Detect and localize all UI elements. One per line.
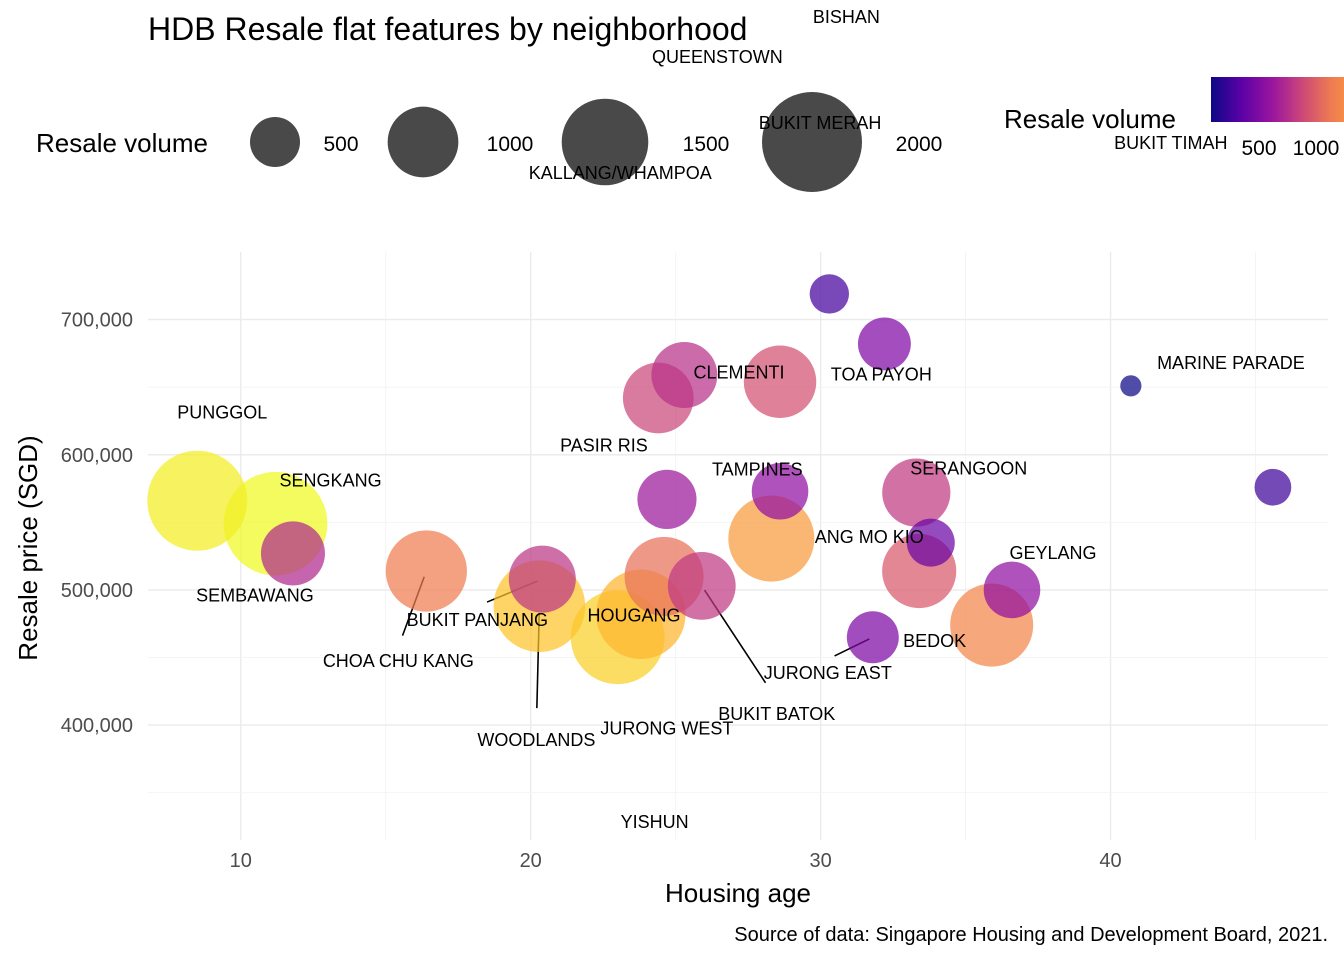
bubble-jurong-east <box>846 611 899 664</box>
point-label-queenstown: QUEENSTOWN <box>652 47 783 67</box>
point-label-woodlands: WOODLANDS <box>477 730 595 750</box>
point-label-bukit-timah: BUKIT TIMAH <box>1114 133 1227 153</box>
x-tick-label: 30 <box>810 850 832 872</box>
point-label-punggol: PUNGGOL <box>177 403 267 423</box>
chart-title: HDB Resale flat features by neighborhood <box>148 11 747 47</box>
point-label-jurong-west: JURONG WEST <box>600 718 733 738</box>
x-tick-label: 40 <box>1099 850 1121 872</box>
bubble-serangoon <box>906 518 955 567</box>
bubble-bishan <box>857 317 911 371</box>
x-axis-ticks: 10 20 30 40 <box>230 850 1122 872</box>
bubble-bukit-batok <box>667 551 736 620</box>
bubble-marine-parade <box>1254 468 1292 506</box>
point-label-hougang: HOUGANG <box>588 605 681 625</box>
size-legend-key-1500 <box>561 98 649 186</box>
y-tick-label: 500,000 <box>61 580 133 602</box>
bubble-queenstown <box>651 342 718 408</box>
size-legend-keys: 500 1000 1500 2000 <box>250 92 942 192</box>
y-tick-label: 400,000 <box>61 715 133 737</box>
bubble-central-area <box>809 274 850 314</box>
bubble-pasir-ris <box>637 469 697 529</box>
point-label-clementi: CLEMENTI <box>694 362 785 382</box>
bubble-clementi <box>751 462 809 520</box>
point-label-jurong-east: JURONG EAST <box>764 663 892 683</box>
point-label-yishun: YISHUN <box>621 812 689 832</box>
point-label-pasir-ris: PASIR RIS <box>560 435 648 455</box>
size-legend-label-1500: 1500 <box>683 133 730 156</box>
point-label-tampines: TAMPINES <box>712 460 803 480</box>
point-label-serangoon: SERANGOON <box>910 459 1027 479</box>
color-legend-label-1000: 1000 <box>1293 137 1340 160</box>
x-axis-title: Housing age <box>665 878 811 908</box>
x-tick-label: 20 <box>520 850 542 872</box>
point-label-bukit-panjang: BUKIT PANJANG <box>407 610 548 630</box>
point-label-choa-chu-kang: CHOA CHU KANG <box>323 651 474 671</box>
y-axis-ticks: 400,000 500,000 600,000 700,000 <box>61 310 133 738</box>
size-legend-label-500: 500 <box>323 133 358 156</box>
point-label-kallang-whampoa: KALLANG/WHAMPOA <box>529 163 712 183</box>
bubble-sembawang <box>260 521 325 586</box>
bubble-punggol <box>147 450 248 551</box>
bubble-bukit-panjang <box>508 545 576 613</box>
bubble-marks <box>147 274 1292 685</box>
y-axis-title: Resale price (SGD) <box>13 435 43 660</box>
y-tick-label: 600,000 <box>61 445 133 467</box>
point-label-ang-mo-kio: ANG MO KIO <box>815 527 924 547</box>
point-label-geylang: GEYLANG <box>1009 543 1096 563</box>
size-legend-label-2000: 2000 <box>896 133 943 156</box>
bubble-bukit-timah <box>1120 375 1142 397</box>
size-legend-key-2000 <box>762 92 862 192</box>
point-label-bedok: BEDOK <box>903 631 966 651</box>
point-label-sengkang: SENGKANG <box>280 471 382 491</box>
size-legend-key-1000 <box>387 106 459 178</box>
point-label-bukit-batok: BUKIT BATOK <box>718 704 835 724</box>
bubble-tampines <box>728 495 815 582</box>
point-label-bishan: BISHAN <box>813 7 880 27</box>
point-label-toa-payoh: TOA PAYOH <box>831 365 932 385</box>
chart-caption: Source of data: Singapore Housing and De… <box>734 924 1328 946</box>
size-legend-label-1000: 1000 <box>487 133 534 156</box>
x-tick-label: 10 <box>230 850 252 872</box>
point-labels: PUNGGOL SENGKANG SEMBAWANG CHOA CHU KANG BUK… <box>177 7 1305 832</box>
size-legend-key-500 <box>250 117 300 167</box>
size-legend-title: Resale volume <box>36 128 208 158</box>
color-legend: Resale volume 500 1000 <box>1004 77 1344 160</box>
bubble-geylang <box>983 561 1041 619</box>
bubble-toa-payoh <box>882 458 951 527</box>
point-label-marine-parade: MARINE PARADE <box>1157 353 1305 373</box>
bubble-choa-chu-kang <box>385 530 467 612</box>
bubble-bukit-merah <box>743 345 817 418</box>
point-label-bukit-merah: BUKIT MERAH <box>759 113 882 133</box>
color-legend-label-500: 500 <box>1241 137 1276 160</box>
y-tick-label: 700,000 <box>61 310 133 332</box>
color-legend-title: Resale volume <box>1004 104 1176 134</box>
size-legend: Resale volume 500 1000 1500 2000 <box>36 92 942 192</box>
point-label-sembawang: SEMBAWANG <box>196 585 314 605</box>
color-legend-bar <box>1211 77 1344 122</box>
